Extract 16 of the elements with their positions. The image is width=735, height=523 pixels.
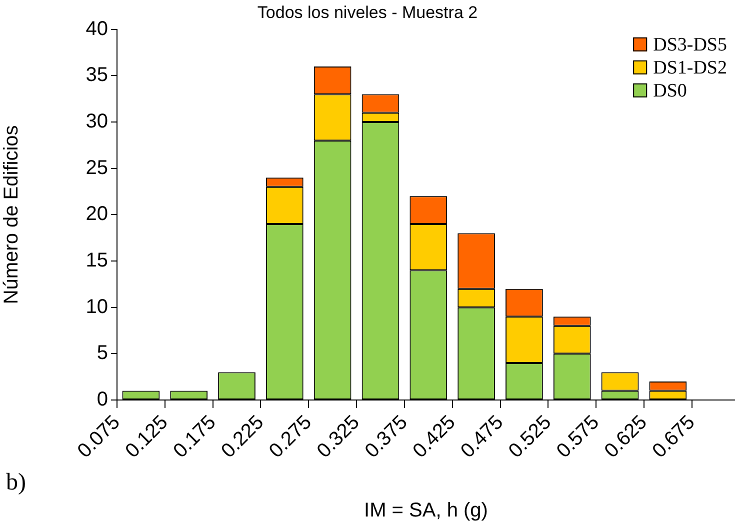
y-tick-label: 40 [86, 18, 108, 40]
chart-title: Todos los niveles - Muestra 2 [257, 2, 478, 22]
y-tick-label: 0 [96, 388, 108, 411]
y-tick-label: 10 [86, 296, 108, 318]
y-tick-label: 5 [96, 342, 108, 364]
y-tick-label: 35 [86, 64, 108, 86]
legend-label: DS1-DS2 [653, 57, 728, 78]
y-axis-title: Número de Edificios [0, 125, 23, 304]
y-tick-label: 30 [86, 110, 108, 133]
y-tick-label: 25 [86, 156, 108, 179]
text: b) [6, 469, 26, 496]
y-tick-label: 15 [86, 250, 108, 272]
legend-label: DS0 [653, 80, 687, 102]
y-tick-label: 20 [86, 203, 108, 226]
legend-label: DS3-DS5 [653, 34, 728, 56]
x-axis-title: IM = SA, h (g) [364, 500, 488, 522]
